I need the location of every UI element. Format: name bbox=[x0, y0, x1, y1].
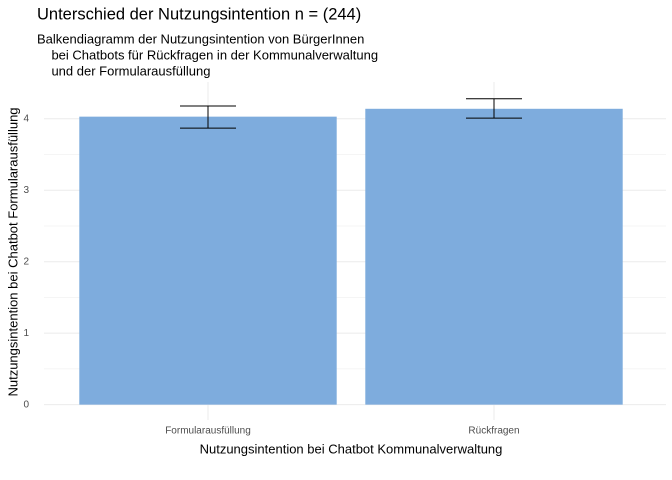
chart-title: Unterschied der Nutzungsintention n = (2… bbox=[37, 5, 361, 23]
y-axis-label: Nutzungsintention bei Chatbot Formularau… bbox=[5, 107, 20, 396]
chart-subtitle: und der Formularausfüllung bbox=[37, 63, 210, 78]
chart-subtitle: bei Chatbots für Rückfragen in der Kommu… bbox=[37, 47, 378, 62]
x-axis-label: Nutzungsintention bei Chatbot Kommunalve… bbox=[200, 441, 503, 456]
y-tick-label: 4 bbox=[23, 113, 29, 124]
chart-subtitle: Balkendiagramm der Nutzungsintention von… bbox=[37, 31, 364, 46]
y-tick-label: 0 bbox=[23, 399, 29, 410]
y-tick-label: 1 bbox=[23, 328, 29, 339]
bar bbox=[79, 116, 337, 405]
y-tick-label: 3 bbox=[23, 185, 29, 196]
x-tick-label: Rückfragen bbox=[468, 426, 519, 437]
x-tick-label: Formularausfüllung bbox=[165, 426, 251, 437]
y-tick-label: 2 bbox=[23, 256, 29, 267]
bar bbox=[365, 108, 623, 405]
